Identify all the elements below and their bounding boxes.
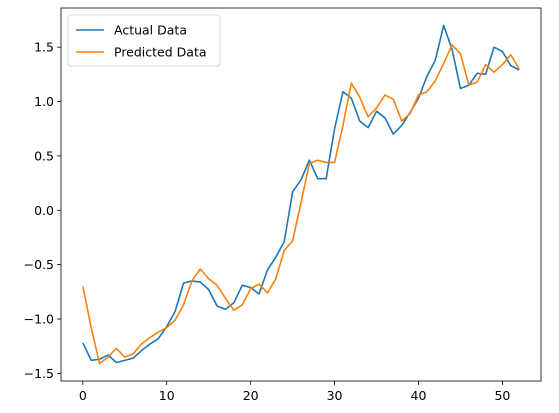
x-tick-label: 30 [327,388,343,403]
series-layer [82,24,520,365]
axes-frame [60,7,542,382]
x-tick-label: 20 [243,388,259,403]
y-tick-label: 0.0 [34,203,54,218]
series-line-actual [82,24,520,364]
legend-label-actual: Actual Data [114,23,187,38]
y-tick-label: 1.5 [34,40,54,55]
legend-label-predicted: Predicted Data [114,45,207,60]
legend: Actual Data Predicted Data [67,14,221,67]
y-axis-ticks: −1.5 −1.0 −0.5 0.0 0.5 1.0 1.5 [24,40,61,381]
y-tick-label: 0.5 [34,148,54,163]
plot-area: 0 10 20 30 40 50 −1.5 −1.0 −0.5 0.0 0.5 1.0 1.5 [24,7,542,403]
x-tick-label: 50 [494,388,510,403]
y-tick-label: −1.5 [24,366,54,381]
x-tick-label: 0 [79,388,87,403]
x-tick-label: 10 [159,388,175,403]
legend-box [67,14,221,67]
series-line-predicted [82,44,520,365]
y-tick-label: 1.0 [34,94,54,109]
y-tick-label: −0.5 [24,257,54,272]
y-tick-label: −1.0 [24,312,54,327]
x-axis-ticks: 0 10 20 30 40 50 [79,381,510,403]
x-tick-label: 40 [411,388,427,403]
